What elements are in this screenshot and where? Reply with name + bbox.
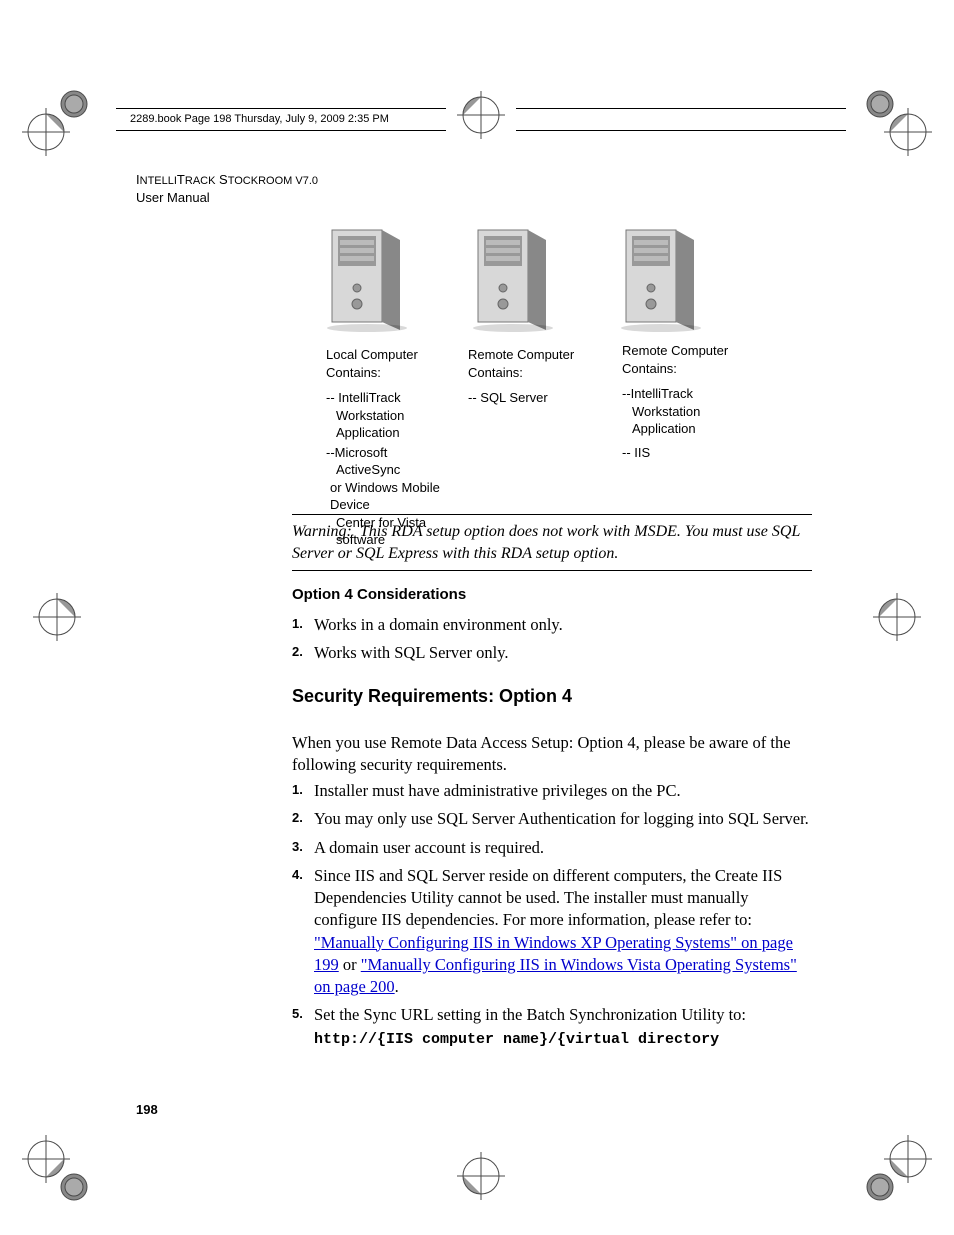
- col2-item: -- SQL Server: [468, 389, 608, 407]
- warning-block: Warning: This RDA setup option does not …: [292, 514, 812, 571]
- col1-title: Local Computer Contains:: [326, 346, 476, 381]
- crop-mark-icon: [22, 86, 92, 156]
- diagram-col3: Remote Computer Contains: --IntelliTrack…: [622, 342, 762, 463]
- remote-computer-iis-icon: [616, 222, 706, 337]
- list-item: 3.A domain user account is required.: [292, 837, 812, 859]
- security-intro: When you use Remote Data Access Setup: O…: [292, 732, 812, 777]
- col3-title: Remote Computer Contains:: [622, 342, 762, 377]
- header-rule: [516, 130, 846, 131]
- col1-item: -- IntelliTrack Workstation Application: [326, 389, 476, 442]
- crop-mark-icon: [446, 1141, 516, 1211]
- col3-item: --IntelliTrack Workstation Application: [622, 385, 762, 438]
- security-heading: Security Requirements: Option 4: [292, 686, 572, 707]
- col3-item: -- IIS: [622, 444, 762, 462]
- list-item: 2.You may only use SQL Server Authentica…: [292, 808, 812, 830]
- crop-mark-icon: [446, 80, 516, 150]
- doc-subtitle: User Manual: [136, 190, 210, 205]
- doc-title: INTELLITRACK STOCKROOM V7.0: [136, 172, 318, 187]
- link-vista-config[interactable]: "Manually Configuring IIS in Windows Vis…: [314, 955, 797, 996]
- crop-mark-icon: [22, 582, 92, 652]
- remote-computer-sql-icon: [468, 222, 558, 337]
- list-item: 2.Works with SQL Server only.: [292, 642, 812, 664]
- page-number: 198: [136, 1102, 158, 1117]
- sync-url-code: http://{IIS computer name}/{virtual dire…: [314, 1031, 719, 1048]
- diagram-col2: Remote Computer Contains: -- SQL Server: [468, 346, 608, 409]
- crop-mark-icon: [22, 1135, 92, 1205]
- crop-mark-icon: [862, 86, 932, 156]
- col2-title: Remote Computer Contains:: [468, 346, 608, 381]
- list-item: 1.Works in a domain environment only.: [292, 614, 812, 636]
- security-list: 1.Installer must have administrative pri…: [292, 780, 812, 1056]
- option4-list: 1.Works in a domain environment only. 2.…: [292, 614, 812, 671]
- header-rule: [116, 108, 446, 109]
- crop-mark-icon: [862, 582, 932, 652]
- list-item: 5. Set the Sync URL setting in the Batch…: [292, 1004, 812, 1050]
- option4-heading: Option 4 Considerations: [292, 586, 466, 603]
- book-info: 2289.book Page 198 Thursday, July 9, 200…: [130, 113, 389, 125]
- local-computer-icon: [322, 222, 412, 337]
- crop-mark-icon: [862, 1135, 932, 1205]
- header-rule: [516, 108, 846, 109]
- list-item: 1.Installer must have administrative pri…: [292, 780, 812, 802]
- list-item: 4. Since IIS and SQL Server reside on di…: [292, 865, 812, 999]
- header-rule: [116, 130, 446, 131]
